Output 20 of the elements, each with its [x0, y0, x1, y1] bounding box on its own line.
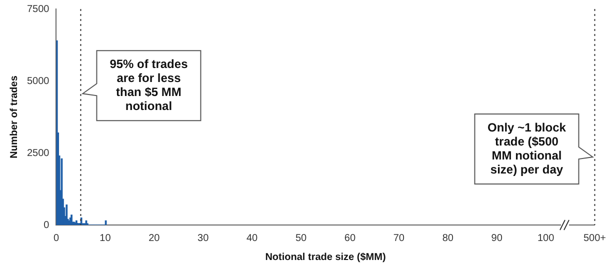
y-tick-label: 5000	[26, 76, 50, 87]
x-tick-label: 10	[100, 232, 112, 244]
x-tick-label: 40	[246, 232, 258, 244]
y-tick-label: 2500	[26, 148, 50, 159]
annotation: Only ~1 block trade ($500 MM notional size) per day	[488, 120, 566, 176]
y-tick-label: 7500	[26, 4, 50, 15]
x-tick-label: 60	[344, 232, 356, 244]
x-tick-label: 500+	[583, 232, 606, 244]
x-axis-title: Notional trade size ($MM)	[265, 252, 386, 263]
y-tick-label: 0	[44, 220, 50, 231]
x-tick-label: 70	[393, 232, 405, 244]
x-tick-label: 80	[442, 232, 454, 244]
x-tick-label: 20	[148, 232, 160, 244]
x-tick-label: 100	[537, 232, 555, 244]
y-axis-title: Number of trades	[8, 75, 20, 158]
x-tick-label: 50	[295, 232, 308, 244]
x-tick-label: 0	[53, 232, 60, 244]
annotation: 95% of trades are for less than $5 MM notional	[110, 56, 188, 113]
x-tick-label: 90	[491, 232, 503, 244]
x-tick-label: 30	[198, 232, 210, 244]
